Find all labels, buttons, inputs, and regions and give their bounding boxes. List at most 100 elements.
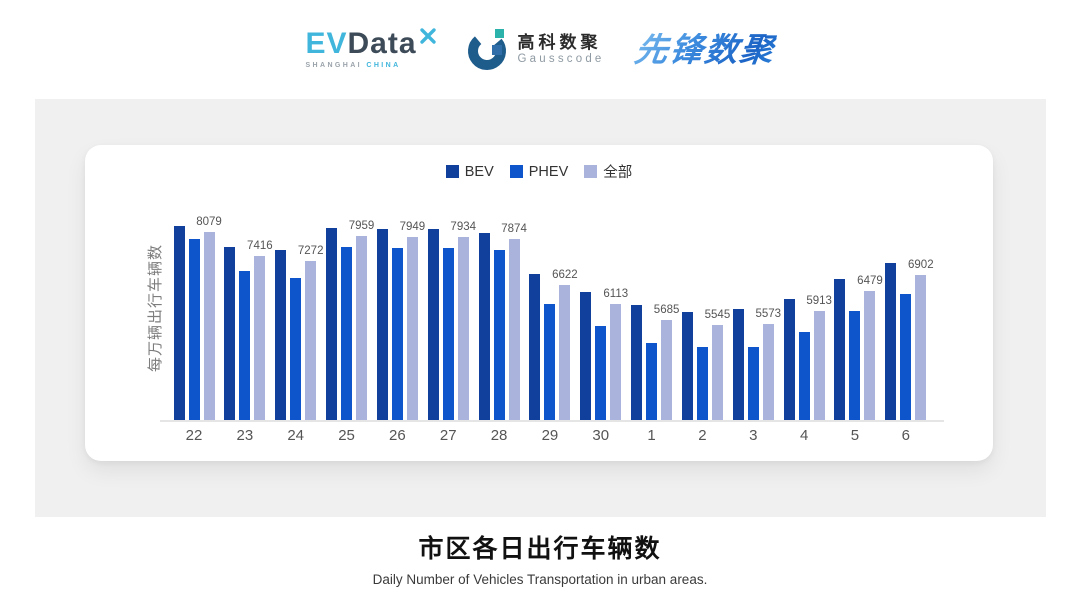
bar-全部: [305, 261, 317, 420]
bar-PHEV: [900, 294, 912, 420]
bar-value-label: 5913: [806, 295, 832, 308]
bar-value-label: 7874: [501, 223, 527, 236]
bar-group-22: 8079 22: [170, 195, 222, 444]
plot-area: 8079 22 7416 23 7272 24 7959 25 7949 26 7934 27 7874…: [160, 195, 944, 444]
bar-全部: [813, 311, 825, 420]
xianfeng-logo: 先锋数聚: [631, 30, 778, 68]
bar-value-label: 7949: [399, 220, 426, 233]
bar-group-30: 6113 30: [577, 195, 628, 444]
caption: 市区各日出行车辆数 Daily Number of Vehicles Trans…: [0, 529, 1080, 587]
sparkle-x-icon: [419, 28, 436, 44]
bar-cluster: 6902: [885, 195, 934, 420]
bar-BEV: [478, 233, 490, 420]
bar-全部: [915, 275, 927, 420]
bar-BEV: [732, 309, 744, 420]
bar-PHEV: [747, 347, 759, 420]
bar-全部: [508, 239, 520, 420]
legend-label: BEV: [464, 163, 494, 180]
bar-group-25: 7959 25: [323, 195, 374, 444]
evdata-china-text: CHINA: [366, 62, 401, 69]
bar-BEV: [326, 228, 338, 420]
x-axis-tick: 23: [236, 427, 254, 444]
bar-value-label: 6902: [908, 259, 934, 271]
x-axis-tick: 1: [647, 427, 656, 444]
chart-legend: BEV PHEV 全部: [85, 161, 993, 182]
bar-value-label: 7272: [297, 245, 324, 258]
x-axis-tick: 30: [592, 427, 610, 444]
bar-全部: [406, 236, 418, 420]
bar-value-label: 5685: [653, 303, 680, 316]
gausscode-logo: 高科数聚 Gausscode: [465, 27, 605, 71]
bar-BEV: [376, 228, 388, 420]
bar-PHEV: [595, 325, 607, 420]
bar-BEV: [885, 263, 897, 420]
y-axis-title: 每万辆出行车辆数: [147, 244, 164, 373]
bar-PHEV: [646, 342, 658, 420]
bar-BEV: [631, 304, 643, 420]
bar-PHEV: [798, 332, 810, 420]
bar-group-2: 5545 2: [678, 195, 730, 444]
bar-cluster: 7272: [275, 195, 323, 420]
x-axis-tick: 25: [338, 427, 355, 444]
bar-全部: [457, 237, 469, 420]
bar-value-label: 7416: [247, 240, 273, 253]
chart-title: 市区各日出行车辆数: [418, 535, 662, 563]
bar-cluster: 7934: [427, 195, 476, 420]
evdata-logo: EV Data SHANGHAI CHINA: [305, 27, 436, 69]
bar-cluster: 7949: [376, 195, 425, 420]
bar-BEV: [783, 299, 795, 420]
chart-panel: BEV PHEV 全部 每万辆出行车辆数 8079 22 7416 23 7272 24 795…: [35, 99, 1046, 517]
bar-value-label: 7934: [450, 221, 477, 234]
x-axis-tick: 26: [389, 427, 406, 444]
bar-PHEV: [442, 248, 454, 420]
bar-cluster: 7959: [326, 195, 374, 420]
bar-全部: [864, 290, 876, 420]
bar-全部: [610, 303, 622, 420]
bar-value-label: 8079: [196, 215, 222, 228]
legend-item-PHEV[interactable]: PHEV: [509, 163, 569, 180]
bar-value-label: 5573: [755, 307, 782, 320]
bar-BEV: [580, 291, 592, 420]
bar-cluster: 7416: [224, 195, 273, 420]
bar-PHEV: [544, 304, 556, 420]
evdata-shanghai-text: SHANGHAI: [305, 62, 363, 69]
bar-PHEV: [188, 238, 200, 420]
bar-PHEV: [493, 249, 505, 420]
bar-cluster: 5913: [783, 195, 832, 420]
legend-swatch-icon: [509, 165, 523, 178]
x-axis-tick: 6: [901, 427, 910, 444]
bar-group-24: 7272 24: [272, 195, 323, 444]
bar-全部: [254, 256, 266, 420]
bar-全部: [559, 285, 571, 420]
legend-item-全部[interactable]: 全部: [584, 161, 632, 182]
bar-value-label: 6622: [552, 269, 578, 282]
x-axis-tick: 4: [799, 427, 809, 444]
bar-cluster: 5545: [681, 195, 730, 420]
bar-group-5: 6479 5: [831, 195, 883, 444]
bar-group-1: 5685 1: [628, 195, 679, 444]
evdata-ev-text: EV: [305, 27, 348, 60]
bar-BEV: [529, 273, 541, 420]
bar-cluster: 8079: [173, 195, 222, 420]
bar-group-6: 6902 6: [882, 195, 934, 444]
bar-PHEV: [849, 310, 861, 420]
bar-全部: [661, 319, 673, 420]
bar-BEV: [834, 279, 846, 420]
x-axis-tick: 5: [850, 427, 860, 444]
chart-card: BEV PHEV 全部 每万辆出行车辆数 8079 22 7416 23 7272 24 795…: [85, 145, 993, 461]
bar-group-3: 5573 3: [729, 195, 781, 444]
legend-item-BEV[interactable]: BEV: [445, 163, 494, 180]
x-axis-tick: 27: [439, 427, 457, 444]
bar-cluster: 7874: [478, 195, 527, 420]
evdata-subtext: SHANGHAI CHINA: [305, 62, 400, 69]
bar-全部: [356, 236, 368, 420]
x-axis-tick: 3: [749, 427, 758, 444]
legend-label: PHEV: [528, 163, 569, 180]
bar-PHEV: [239, 271, 251, 420]
bar-PHEV: [696, 347, 708, 420]
bar-chart: 每万辆出行车辆数 8079 22 7416 23 7272 24 7959 25 7949 26 7…: [147, 195, 944, 444]
bar-group-26: 7949 26: [373, 195, 425, 444]
x-axis-tick: 29: [541, 427, 559, 444]
bar-cluster: 6479: [834, 195, 883, 420]
